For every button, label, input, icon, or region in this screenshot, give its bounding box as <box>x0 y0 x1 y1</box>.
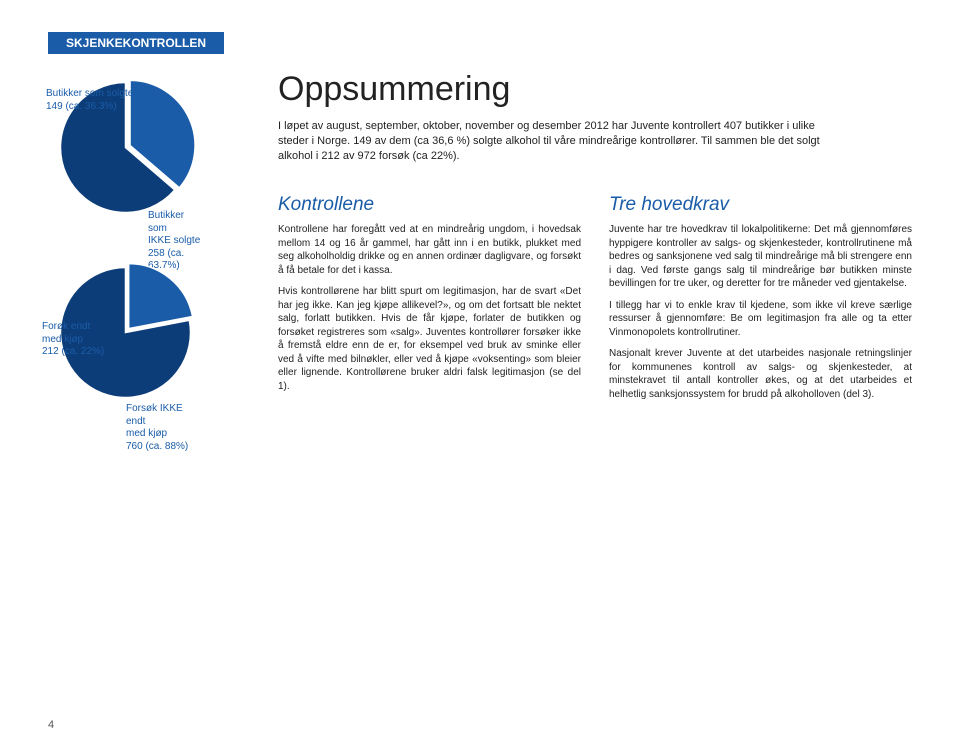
column-hovedkrav: Tre hovedkrav Juvente har tre hovedkrav … <box>609 192 912 410</box>
pie-chart-stores: Butikker som solgte 149 (ca. 36.3%) Buti… <box>48 70 203 225</box>
pie-chart-attempts: Forøk endt med kjøp 212 (ca. 22%) Forsøk… <box>48 255 203 410</box>
pie2-label-bought-line3: 212 (ca. 22%) <box>42 346 104 357</box>
column-kontrollene: Kontrollene Kontrollene har foregått ved… <box>278 192 581 410</box>
intro-paragraph: I løpet av august, september, oktober, n… <box>278 119 838 164</box>
pie2-label-notbought: Forsøk IKKE endt med kjøp 760 (ca. 88%) <box>126 403 203 453</box>
pie1-label-notsold-line2: IKKE solgte <box>148 235 200 246</box>
col2-p3: Nasjonalt krever Juvente at det utarbeid… <box>609 347 912 401</box>
pie2-label-notbought-line1: Forsøk IKKE endt <box>126 403 183 427</box>
pie2-label-bought-line2: med kjøp <box>42 334 83 345</box>
charts-column: Butikker som solgte 149 (ca. 36.3%) Buti… <box>48 70 258 422</box>
col1-heading: Kontrollene <box>278 192 581 218</box>
col2-p1: Juvente har tre hovedkrav til lokalpolit… <box>609 223 912 291</box>
pie2-label-notbought-line3: 760 (ca. 88%) <box>126 441 188 452</box>
pie2-label-bought: Forøk endt med kjøp 212 (ca. 22%) <box>42 321 104 359</box>
header-band: SKJENKEKONTROLLEN <box>48 32 224 54</box>
col1-p1: Kontrollene har foregått ved at en mindr… <box>278 223 581 277</box>
pie1-label-sold-line1: Butikker som solgte <box>46 88 133 99</box>
text-columns: Kontrollene Kontrollene har foregått ved… <box>278 192 912 410</box>
pie2-label-bought-line1: Forøk endt <box>42 321 90 332</box>
page-title: Oppsummering <box>278 70 912 109</box>
page-number: 4 <box>48 719 54 731</box>
pie1-label-sold-line2: 149 (ca. 36.3%) <box>46 101 117 112</box>
col1-p2: Hvis kontrollørene har blitt spurt om le… <box>278 285 581 393</box>
col2-p2: I tillegg har vi to enkle krav til kjede… <box>609 299 912 340</box>
pie1-label-sold: Butikker som solgte 149 (ca. 36.3%) <box>46 88 133 113</box>
col2-heading: Tre hovedkrav <box>609 192 912 218</box>
pie1-label-notsold-line1: Butikker som <box>148 210 184 234</box>
pie2-label-notbought-line2: med kjøp <box>126 428 167 439</box>
